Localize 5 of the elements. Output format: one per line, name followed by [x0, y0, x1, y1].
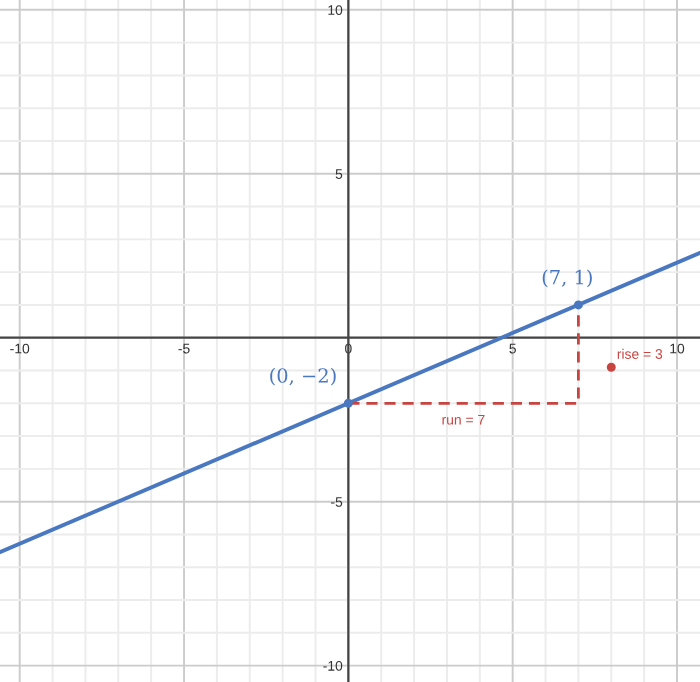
annotation: (0, −2)	[270, 367, 336, 386]
point	[573, 300, 583, 310]
point	[343, 398, 353, 408]
annotation: (7, 1)	[542, 269, 592, 288]
point	[606, 362, 616, 372]
